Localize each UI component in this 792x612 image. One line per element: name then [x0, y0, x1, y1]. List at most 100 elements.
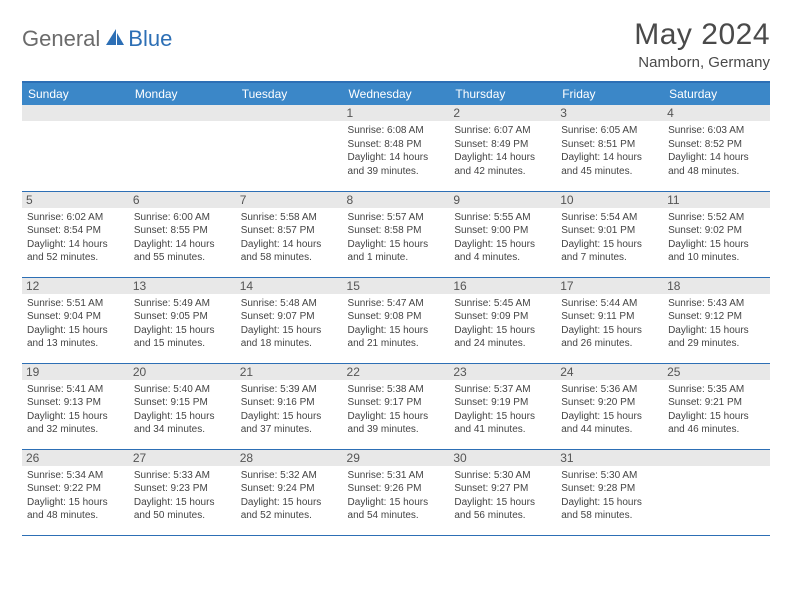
calendar-week-row: 26 Sunrise: 5:34 AMSunset: 9:22 PMDayligh… [22, 449, 770, 535]
day-number: 25 [663, 364, 770, 380]
day-info: Sunrise: 5:48 AMSunset: 9:07 PMDaylight:… [241, 297, 338, 351]
day-info: Sunrise: 5:57 AMSunset: 8:58 PMDaylight:… [348, 211, 445, 265]
day-number: 23 [449, 364, 556, 380]
day-number: 30 [449, 450, 556, 466]
day-number: 11 [663, 192, 770, 208]
calendar-day-cell: 17Sunrise: 5:44 AMSunset: 9:11 PMDayligh… [556, 277, 663, 363]
day-info: Sunrise: 5:51 AMSunset: 9:04 PMDaylight:… [27, 297, 124, 351]
day-info: Sunrise: 6:08 AMSunset: 8:48 PMDaylight:… [348, 124, 445, 178]
logo-sail-icon [104, 27, 126, 52]
day-number: 31 [556, 450, 663, 466]
header: General Blue May 2024 Namborn, Germany [22, 18, 770, 71]
logo-text-general: General [22, 26, 100, 52]
day-number [22, 105, 129, 121]
day-number: 2 [449, 105, 556, 121]
calendar-day-cell: 21Sunrise: 5:39 AMSunset: 9:16 PMDayligh… [236, 363, 343, 449]
day-info: Sunrise: 5:40 AMSunset: 9:15 PMDaylight:… [134, 383, 231, 437]
logo: General Blue [22, 18, 172, 52]
day-info: Sunrise: 5:31 AMSunset: 9:26 PMDaylight:… [348, 469, 445, 523]
day-number: 27 [129, 450, 236, 466]
weekday-header: Saturday [663, 82, 770, 105]
weekday-header: Tuesday [236, 82, 343, 105]
weekday-header-row: SundayMondayTuesdayWednesdayThursdayFrid… [22, 82, 770, 105]
calendar-day-cell: 8 Sunrise: 5:57 AMSunset: 8:58 PMDaylight… [343, 191, 450, 277]
day-number: 9 [449, 192, 556, 208]
calendar-day-cell: 2Sunrise: 6:07 AMSunset: 8:49 PMDaylight… [449, 105, 556, 191]
day-number: 26 [22, 450, 129, 466]
day-number: 21 [236, 364, 343, 380]
day-number: 19 [22, 364, 129, 380]
calendar-day-cell: 6 Sunrise: 6:00 AMSunset: 8:55 PMDaylight… [129, 191, 236, 277]
calendar-body: 1 Sunrise: 6:08 AMSunset: 8:48 PMDaylight… [22, 105, 770, 535]
day-number: 22 [343, 364, 450, 380]
day-info: Sunrise: 5:47 AMSunset: 9:08 PMDaylight:… [348, 297, 445, 351]
day-info: Sunrise: 5:37 AMSunset: 9:19 PMDaylight:… [454, 383, 551, 437]
day-number: 16 [449, 278, 556, 294]
month-title: May 2024 [634, 18, 770, 52]
weekday-header: Monday [129, 82, 236, 105]
day-number: 1 [343, 105, 450, 121]
calendar-day-cell: 16Sunrise: 5:45 AMSunset: 9:09 PMDayligh… [449, 277, 556, 363]
calendar-day-cell: 20 Sunrise: 5:40 AMSunset: 9:15 PMDayligh… [129, 363, 236, 449]
day-info: Sunrise: 5:41 AMSunset: 9:13 PMDaylight:… [27, 383, 124, 437]
calendar-day-cell: 22 Sunrise: 5:38 AMSunset: 9:17 PMDayligh… [343, 363, 450, 449]
calendar-day-cell: 23 Sunrise: 5:37 AMSunset: 9:19 PMDayligh… [449, 363, 556, 449]
day-number: 15 [343, 278, 450, 294]
day-info: Sunrise: 5:49 AMSunset: 9:05 PMDaylight:… [134, 297, 231, 351]
calendar-table: SundayMondayTuesdayWednesdayThursdayFrid… [22, 81, 770, 536]
calendar-day-cell: 5 Sunrise: 6:02 AMSunset: 8:54 PMDaylight… [22, 191, 129, 277]
calendar-day-cell: 29 Sunrise: 5:31 AMSunset: 9:26 PMDayligh… [343, 449, 450, 535]
day-number: 12 [22, 278, 129, 294]
calendar-empty-cell [663, 449, 770, 535]
calendar-day-cell: 14Sunrise: 5:48 AMSunset: 9:07 PMDayligh… [236, 277, 343, 363]
calendar-day-cell: 10Sunrise: 5:54 AMSunset: 9:01 PMDayligh… [556, 191, 663, 277]
calendar-empty-cell [22, 105, 129, 191]
day-info: Sunrise: 5:43 AMSunset: 9:12 PMDaylight:… [668, 297, 765, 351]
calendar-day-cell: 31 Sunrise: 5:30 AMSunset: 9:28 PMDayligh… [556, 449, 663, 535]
day-number: 10 [556, 192, 663, 208]
title-block: May 2024 Namborn, Germany [634, 18, 770, 71]
weekday-header: Thursday [449, 82, 556, 105]
day-number [663, 450, 770, 466]
calendar-page: General Blue May 2024 Namborn, Germany S… [0, 0, 792, 554]
calendar-day-cell: 13 Sunrise: 5:49 AMSunset: 9:05 PMDayligh… [129, 277, 236, 363]
calendar-week-row: 12 Sunrise: 5:51 AMSunset: 9:04 PMDayligh… [22, 277, 770, 363]
day-number: 4 [663, 105, 770, 121]
location-text: Namborn, Germany [634, 54, 770, 71]
day-info: Sunrise: 5:55 AMSunset: 9:00 PMDaylight:… [454, 211, 551, 265]
day-info: Sunrise: 6:03 AMSunset: 8:52 PMDaylight:… [668, 124, 765, 178]
logo-text-blue: Blue [128, 26, 172, 52]
weekday-header: Sunday [22, 82, 129, 105]
day-number: 29 [343, 450, 450, 466]
calendar-day-cell: 28Sunrise: 5:32 AMSunset: 9:24 PMDayligh… [236, 449, 343, 535]
calendar-day-cell: 19 Sunrise: 5:41 AMSunset: 9:13 PMDayligh… [22, 363, 129, 449]
calendar-day-cell: 3 Sunrise: 6:05 AMSunset: 8:51 PMDaylight… [556, 105, 663, 191]
calendar-week-row: 19 Sunrise: 5:41 AMSunset: 9:13 PMDayligh… [22, 363, 770, 449]
day-info: Sunrise: 6:00 AMSunset: 8:55 PMDaylight:… [134, 211, 231, 265]
day-number [236, 105, 343, 121]
day-number: 7 [236, 192, 343, 208]
day-number: 8 [343, 192, 450, 208]
day-info: Sunrise: 6:05 AMSunset: 8:51 PMDaylight:… [561, 124, 658, 178]
day-info: Sunrise: 5:58 AMSunset: 8:57 PMDaylight:… [241, 211, 338, 265]
day-number: 5 [22, 192, 129, 208]
calendar-empty-cell [129, 105, 236, 191]
day-info: Sunrise: 5:38 AMSunset: 9:17 PMDaylight:… [348, 383, 445, 437]
calendar-day-cell: 25Sunrise: 5:35 AMSunset: 9:21 PMDayligh… [663, 363, 770, 449]
calendar-day-cell: 26 Sunrise: 5:34 AMSunset: 9:22 PMDayligh… [22, 449, 129, 535]
day-info: Sunrise: 5:30 AMSunset: 9:27 PMDaylight:… [454, 469, 551, 523]
calendar-day-cell: 18Sunrise: 5:43 AMSunset: 9:12 PMDayligh… [663, 277, 770, 363]
day-number: 6 [129, 192, 236, 208]
day-info: Sunrise: 5:30 AMSunset: 9:28 PMDaylight:… [561, 469, 658, 523]
day-info: Sunrise: 5:33 AMSunset: 9:23 PMDaylight:… [134, 469, 231, 523]
weekday-header: Friday [556, 82, 663, 105]
calendar-day-cell: 1 Sunrise: 6:08 AMSunset: 8:48 PMDaylight… [343, 105, 450, 191]
day-number: 13 [129, 278, 236, 294]
day-info: Sunrise: 5:34 AMSunset: 9:22 PMDaylight:… [27, 469, 124, 523]
day-info: Sunrise: 6:02 AMSunset: 8:54 PMDaylight:… [27, 211, 124, 265]
calendar-day-cell: 7 Sunrise: 5:58 AMSunset: 8:57 PMDaylight… [236, 191, 343, 277]
calendar-week-row: 5 Sunrise: 6:02 AMSunset: 8:54 PMDaylight… [22, 191, 770, 277]
calendar-day-cell: 9 Sunrise: 5:55 AMSunset: 9:00 PMDaylight… [449, 191, 556, 277]
day-number: 3 [556, 105, 663, 121]
day-number: 20 [129, 364, 236, 380]
